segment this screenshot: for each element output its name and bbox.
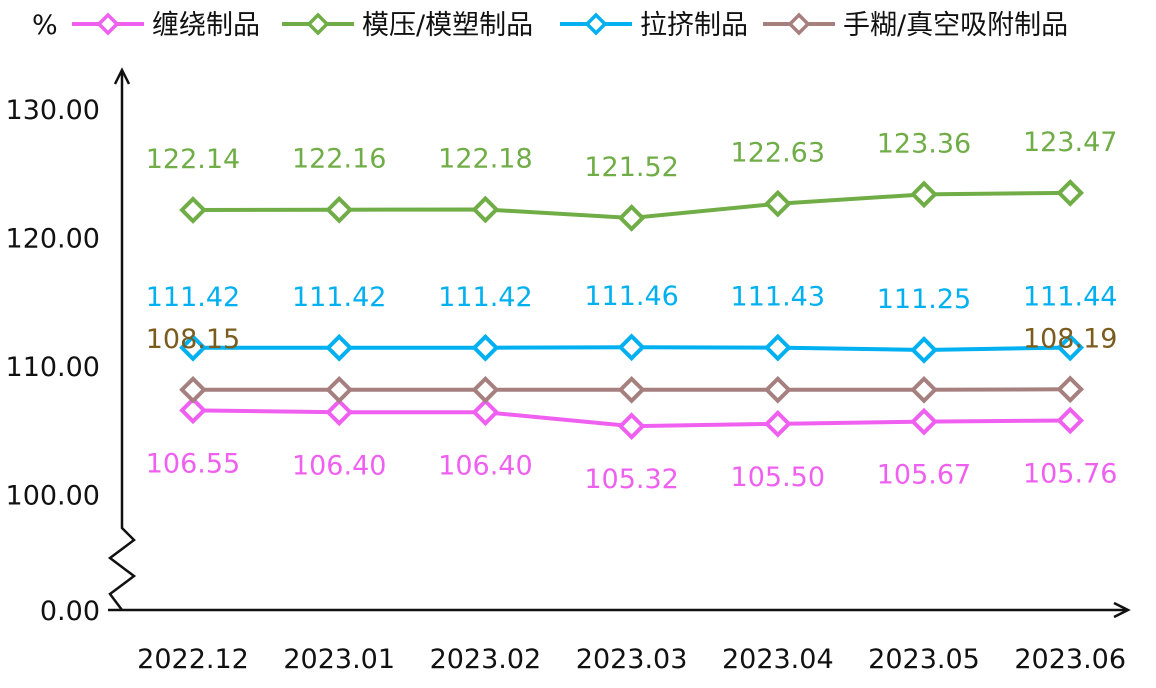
data-point [910,180,938,209]
data-point [910,375,938,404]
x-tick-label: 2023.04 [722,644,834,675]
legend-marker [584,12,608,36]
data-label: 122.18 [438,143,532,174]
data-label: 121.52 [584,152,678,183]
data-point [763,333,792,362]
legend-label: 手糊/真空吸附制品 [843,10,1068,41]
data-point [763,409,792,438]
y-tick-label: 120.00 [6,224,100,255]
x-axis-arrow [1113,601,1131,619]
data-label: 111.42 [292,282,386,313]
data-point [179,333,207,362]
series-layer [179,179,1085,440]
data-point [1056,333,1085,362]
x-tick-label: 2023.02 [430,644,542,675]
y-tick-label: 110.00 [6,352,100,383]
legend-marker [787,12,811,36]
y-tick-label: 130.00 [6,95,100,126]
y-axis-line [107,70,137,611]
data-label: 108.19 [1023,323,1117,354]
data-label: 111.46 [584,281,678,312]
data-label: 111.44 [1023,281,1117,312]
data-point [325,398,354,427]
data-labels: 106.55 106.40 106.40 105.32 105.50 105.67 105.… [146,127,1118,495]
x-tick-label: 2023.05 [868,644,980,675]
data-point [325,195,354,224]
data-point [179,196,207,224]
data-point [617,333,646,362]
data-point [910,336,938,364]
data-point [325,333,354,362]
legend-label: 缠绕制品 [152,10,260,41]
data-point [325,375,354,404]
axes: 0.00 100.00 110.00 120.00 130.00 2022.12 2023.… [6,67,1131,675]
data-label: 122.63 [731,138,825,169]
data-label: 105.50 [731,462,825,493]
data-label: 105.76 [1023,458,1117,489]
x-tick-label: 2023.01 [283,644,395,675]
data-point [471,333,500,362]
data-label: 111.42 [146,282,240,313]
legend-label: 模压/模塑制品 [362,10,533,41]
data-point [1056,406,1085,435]
data-label: 122.16 [292,144,386,175]
data-point [179,375,207,404]
data-point [179,396,207,425]
data-point [763,375,792,404]
data-label: 106.40 [438,450,532,481]
data-point [910,407,938,436]
data-point [1056,375,1085,404]
legend-marker [96,12,120,36]
y-tick-label: 0.00 [40,596,100,627]
data-label: 106.40 [292,450,386,481]
data-point [617,204,646,232]
data-label: 105.67 [877,460,971,491]
legend: % 缠绕制品 模压/模塑制品 拉挤制品 手糊/真空吸附制品 [32,10,1068,41]
x-tick-label: 2023.03 [576,644,688,675]
x-tick-label: 2022.12 [137,644,249,675]
data-label: 108.15 [146,324,240,355]
data-label: 111.43 [731,282,825,313]
data-point [617,412,646,440]
data-point [617,375,646,404]
data-label: 111.42 [438,282,532,313]
data-label: 105.32 [584,464,678,495]
data-label: 123.36 [877,128,971,159]
data-point [471,398,500,427]
legend-label: 拉挤制品 [640,10,748,41]
y-tick-label: 100.00 [6,481,100,512]
data-label: 122.14 [146,144,240,175]
y-axis-arrow [113,67,131,85]
data-label: 123.47 [1023,127,1117,158]
data-label: 111.25 [877,284,971,315]
x-tick-label: 2023.06 [1014,644,1126,675]
data-point [471,195,500,224]
y-unit-label: % [32,10,58,41]
data-point [763,189,792,218]
data-point [471,375,500,404]
legend-marker [306,12,330,36]
data-point [1056,179,1085,207]
data-label: 106.55 [146,448,240,479]
